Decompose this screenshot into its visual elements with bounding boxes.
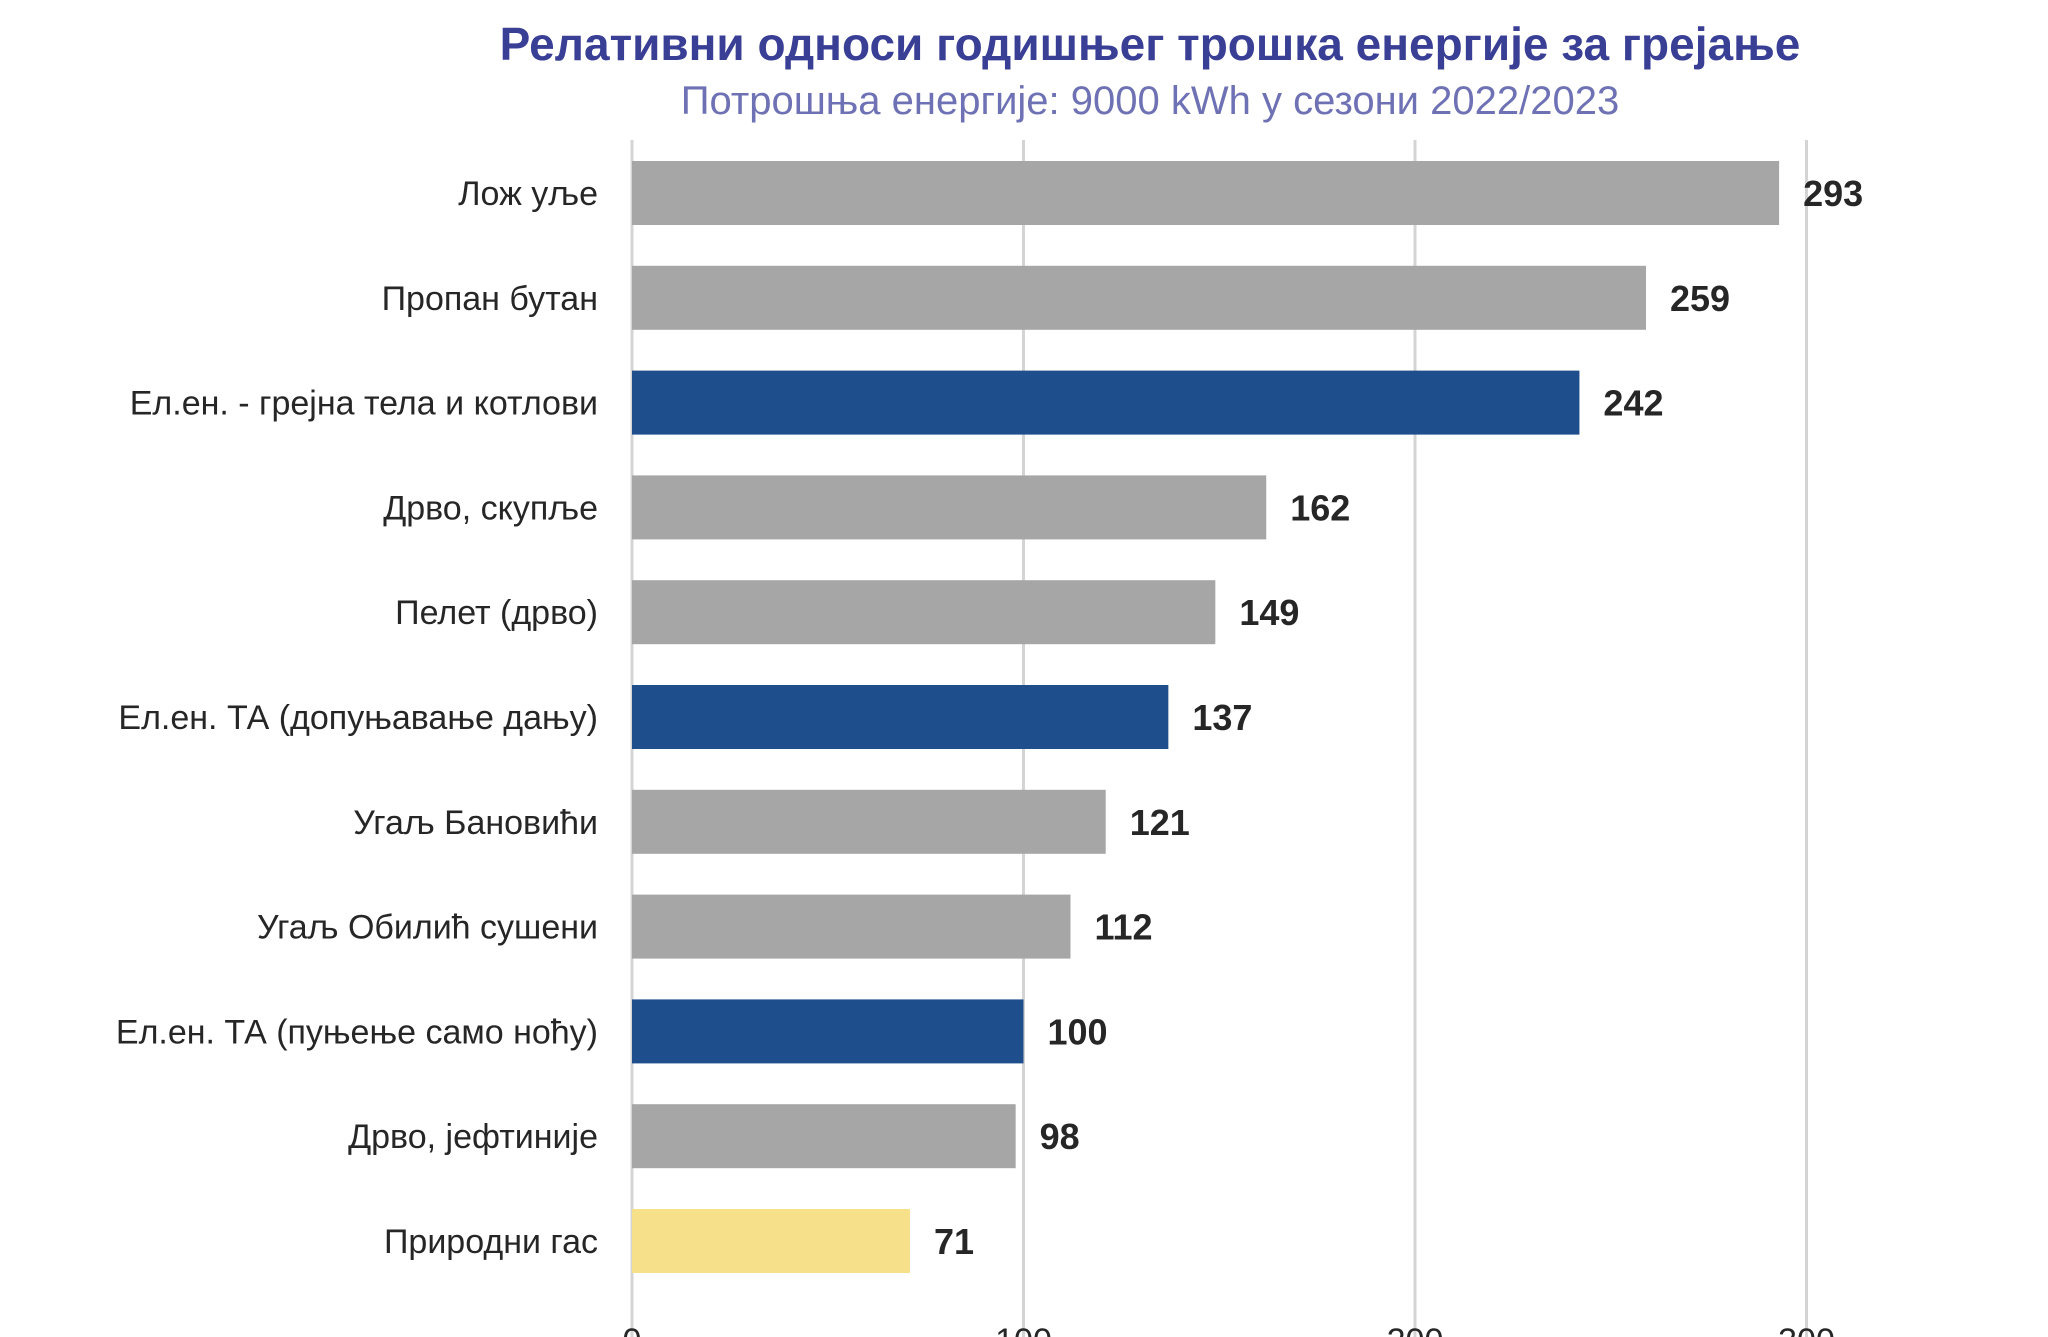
value-labels: 293 259 242 162 149 137 121 112 100 98 71 xyxy=(934,173,1863,1262)
value-label: 242 xyxy=(1603,383,1663,424)
bar xyxy=(632,265,1646,330)
x-tick-label: 300 xyxy=(1778,1322,1835,1337)
category-label: Пелет (дрво) xyxy=(395,594,598,632)
bar xyxy=(632,789,1106,854)
x-tick-label: 0 xyxy=(623,1322,642,1337)
bar xyxy=(632,894,1071,959)
category-label: Лож уље xyxy=(458,175,598,213)
bar xyxy=(632,580,1216,645)
bar xyxy=(632,999,1024,1064)
chart-subtitle: Потрошња енергије: 9000 kWh у сезони 202… xyxy=(681,79,1619,123)
value-label: 162 xyxy=(1290,487,1350,528)
bar xyxy=(632,475,1267,540)
bars xyxy=(632,161,1780,1273)
bar xyxy=(632,1209,910,1273)
category-label: Ел.ен. ТА (допуњавање дању) xyxy=(118,699,598,737)
chart-title: Релативни односи годишњег трошка енергиј… xyxy=(500,18,1801,70)
category-label: Ел.ен. - грејна тела и котлови xyxy=(130,385,598,423)
value-label: 149 xyxy=(1239,592,1299,633)
category-labels: Лож уље Пропан бутан Ел.ен. - грејна тела … xyxy=(116,175,598,1261)
value-label: 100 xyxy=(1048,1011,1108,1052)
value-label: 71 xyxy=(934,1221,974,1262)
category-label: Ел.ен. ТА (пуњење само ноћу) xyxy=(116,1013,598,1051)
value-label: 293 xyxy=(1803,173,1863,214)
value-label: 112 xyxy=(1094,907,1152,948)
value-label: 98 xyxy=(1040,1116,1080,1157)
category-label: Дрво, скупље xyxy=(383,489,598,527)
bar xyxy=(632,370,1580,435)
bar xyxy=(632,161,1780,225)
value-label: 121 xyxy=(1130,802,1190,843)
category-label: Угаљ Обилић сушени xyxy=(257,909,598,947)
category-label: Угаљ Бановићи xyxy=(353,804,598,842)
bar xyxy=(632,1104,1016,1169)
value-label: 137 xyxy=(1192,697,1252,738)
value-label: 259 xyxy=(1670,278,1730,319)
x-axis-ticks: 0 100 200 300 xyxy=(623,1322,1835,1337)
category-label: Природни гас xyxy=(384,1223,598,1261)
x-tick-label: 100 xyxy=(995,1322,1052,1337)
x-tick-label: 200 xyxy=(1387,1322,1444,1337)
bar xyxy=(632,685,1169,749)
category-label: Пропан бутан xyxy=(382,280,598,318)
category-label: Дрво, јефтиније xyxy=(348,1118,598,1156)
